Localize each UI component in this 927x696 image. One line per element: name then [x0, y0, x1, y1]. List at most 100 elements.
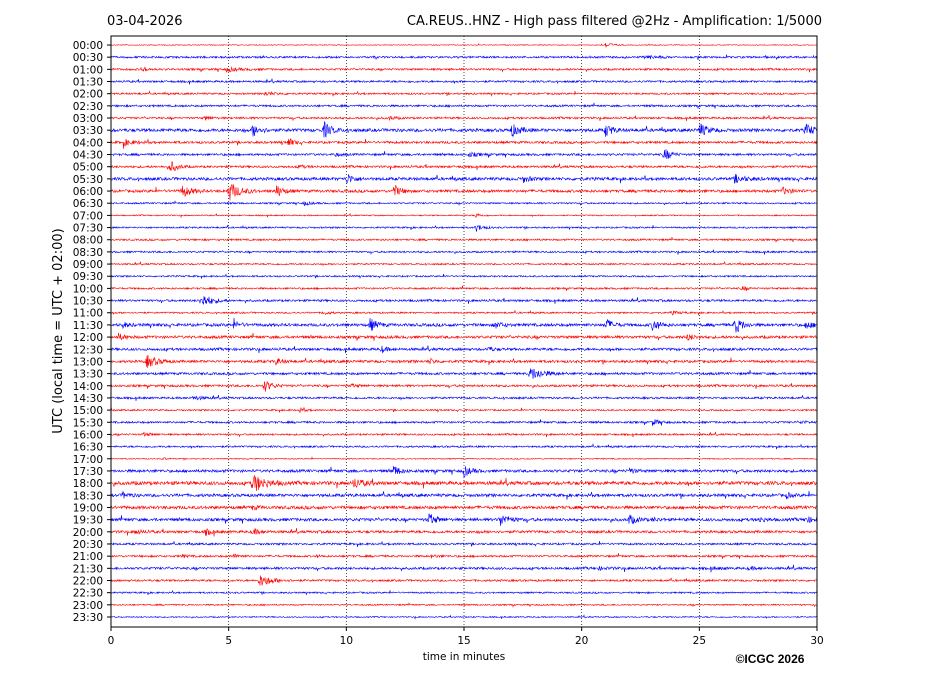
trace-0130 [110, 78, 818, 85]
y-tick-label: 14:30 [73, 393, 103, 405]
trace-1400 [110, 381, 818, 392]
chart-title: CA.REUS..HNZ - High pass filtered @2Hz -… [407, 14, 822, 29]
chart-date: 03-04-2026 [107, 14, 183, 29]
trace-0200 [110, 90, 818, 97]
y-tick-label: 15:00 [73, 405, 103, 417]
y-tick-label: 02:30 [73, 101, 103, 113]
y-tick-label: 01:30 [73, 77, 103, 89]
y-tick-label: 07:00 [73, 210, 103, 222]
trace-1630 [110, 443, 818, 450]
trace-0730 [110, 224, 818, 232]
trace-0700 [110, 212, 818, 219]
x-axis-label: time in minutes [423, 651, 505, 663]
y-tick-label: 07:30 [73, 223, 103, 235]
y-tick-label: 04:30 [73, 150, 103, 162]
trace-0430 [110, 149, 818, 159]
y-tick-label: 21:30 [73, 563, 103, 575]
y-tick-label: 22:00 [73, 575, 103, 587]
y-tick-label: 06:30 [73, 198, 103, 210]
x-tick-label: 5 [225, 635, 232, 647]
trace-0800 [110, 236, 818, 243]
y-tick-label: 02:00 [73, 89, 103, 101]
y-tick-label: 19:00 [73, 502, 103, 514]
y-tick-label: 20:00 [73, 527, 103, 539]
y-tick-label: 10:30 [73, 296, 103, 308]
y-tick-label: 11:30 [73, 320, 103, 332]
x-tick-label: 30 [810, 635, 823, 647]
trace-2230 [110, 590, 818, 596]
y-tick-label: 05:00 [73, 162, 103, 174]
trace-1830 [110, 490, 818, 500]
trace-2330 [110, 614, 818, 620]
y-tick-label: 18:30 [73, 490, 103, 502]
y-tick-label: 14:00 [73, 381, 103, 393]
y-tick-label: 18:00 [73, 478, 103, 490]
x-tick-label: 15 [457, 635, 470, 647]
trace-1930 [110, 513, 818, 526]
y-axis-label: UTC (local time = UTC + 02:00) [51, 228, 66, 433]
grid-lines [228, 36, 700, 627]
y-tick-label: 11:00 [73, 308, 103, 320]
x-axis-ticks: 0 5 10 15 20 25 30 [108, 627, 824, 647]
y-tick-label: 04:00 [73, 137, 103, 149]
trace-2030 [110, 540, 818, 547]
trace-0330 [110, 121, 818, 138]
y-tick-label: 13:00 [73, 356, 103, 368]
y-tick-label: 09:30 [73, 271, 103, 283]
trace-0600 [110, 184, 818, 201]
trace-2130 [110, 564, 818, 573]
y-tick-label: 17:00 [73, 454, 103, 466]
trace-0230 [110, 102, 818, 109]
trace-0300 [110, 114, 818, 122]
trace-0000 [110, 43, 818, 48]
y-tick-label: 12:30 [73, 344, 103, 356]
y-tick-label: 23:00 [73, 600, 103, 612]
trace-0500 [110, 161, 818, 172]
seismic-traces [110, 43, 818, 620]
trace-0830 [110, 249, 818, 255]
y-tick-label: 16:30 [73, 442, 103, 454]
trace-1030 [110, 296, 818, 305]
y-tick-label: 17:30 [73, 466, 103, 478]
trace-0630 [110, 200, 818, 207]
y-tick-label: 23:30 [73, 612, 103, 624]
y-tick-label: 08:30 [73, 247, 103, 259]
trace-1700 [110, 456, 818, 461]
y-tick-label: 12:00 [73, 332, 103, 344]
y-tick-label: 16:00 [73, 429, 103, 441]
plot-frame [110, 35, 818, 628]
trace-2300 [110, 602, 818, 608]
x-tick-label: 0 [108, 635, 115, 647]
y-tick-label: 09:00 [73, 259, 103, 271]
copyright-text: ©ICGC 2026 [736, 652, 805, 666]
trace-1100 [110, 309, 818, 316]
trace-2000 [110, 527, 818, 537]
y-tick-label: 00:30 [73, 52, 103, 64]
y-tick-label: 08:00 [73, 235, 103, 247]
trace-2200 [110, 575, 818, 586]
trace-0400 [110, 138, 818, 149]
y-tick-label: 03:30 [73, 125, 103, 137]
trace-1500 [110, 406, 818, 413]
trace-2100 [110, 553, 818, 559]
trace-1800 [110, 474, 818, 492]
y-tick-label: 15:30 [73, 417, 103, 429]
y-tick-label: 03:00 [73, 113, 103, 125]
trace-1530 [110, 419, 818, 427]
trace-0030 [110, 54, 818, 61]
y-tick-label: 00:00 [73, 40, 103, 52]
trace-1230 [110, 345, 818, 354]
x-tick-label: 25 [693, 635, 706, 647]
trace-1130 [110, 317, 818, 333]
trace-1430 [110, 394, 818, 401]
trace-0100 [110, 66, 818, 73]
trace-0930 [110, 273, 818, 280]
trace-1600 [110, 431, 818, 438]
y-tick-label: 13:30 [73, 369, 103, 381]
trace-1330 [110, 368, 818, 379]
x-tick-label: 20 [575, 635, 588, 647]
trace-0900 [110, 260, 818, 267]
y-tick-label: 01:00 [73, 64, 103, 76]
y-tick-label: 22:30 [73, 588, 103, 600]
